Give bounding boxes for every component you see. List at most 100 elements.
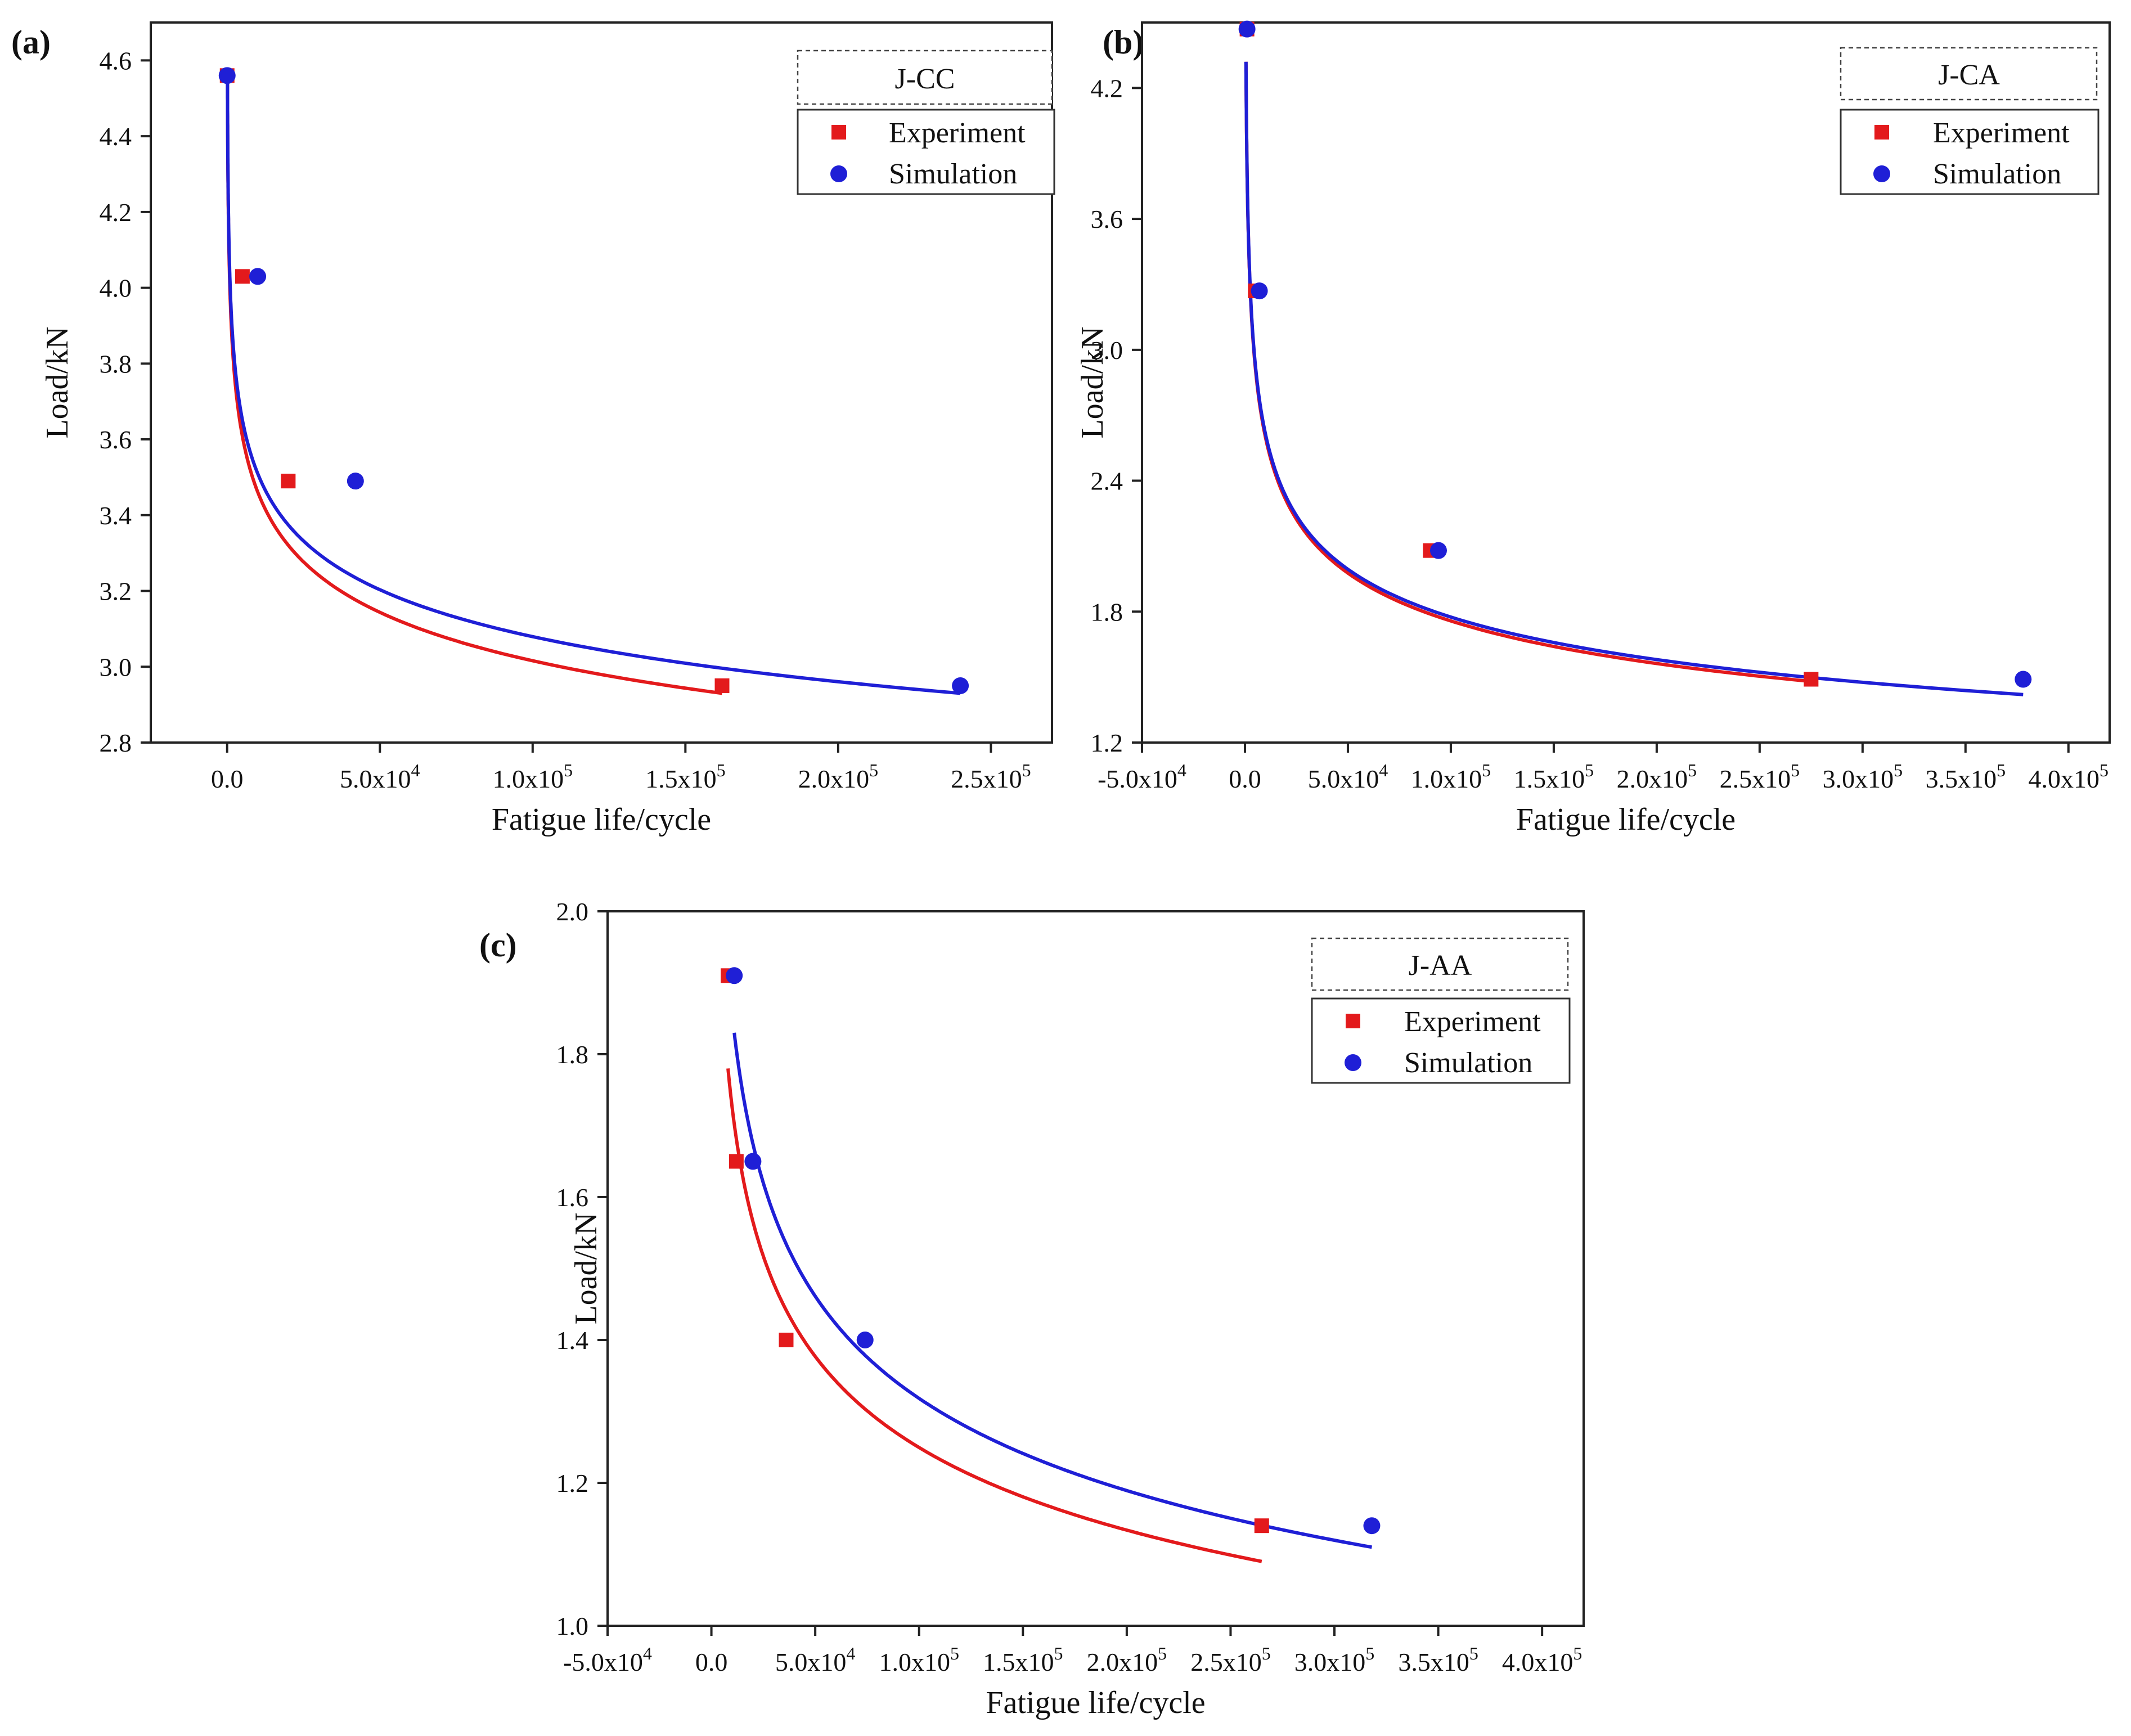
x-tick-label: 1.0x105 <box>879 1643 959 1676</box>
legend-experiment-marker-a <box>831 125 846 140</box>
x-tick-label: -5.0x104 <box>1098 760 1186 793</box>
x-tick-label: 3.5x105 <box>1398 1643 1478 1676</box>
y-tick-label: 3.6 <box>1091 205 1123 233</box>
experiment-point <box>714 678 730 693</box>
x-tick-label: 5.0x104 <box>1308 760 1388 793</box>
experiment-fit-curve <box>226 75 722 695</box>
x-tick-label: 1.0x105 <box>1411 760 1491 793</box>
y-tick-label: 4.2 <box>100 198 132 227</box>
legend-experiment-label-b: Experiment <box>1933 117 2070 149</box>
simulation-point <box>1251 282 1268 300</box>
x-tick-label: 3.0x105 <box>1823 760 1903 793</box>
y-tick-label: 1.0 <box>556 1612 589 1640</box>
chart-c-svg: (c) -5.0x104 0.0 5.0x104 1.0x105 1.5x105 2.0x… <box>479 897 1585 1720</box>
x-tick-label: 1.5x105 <box>1514 760 1594 793</box>
simulation-fit-curve <box>1244 61 2024 696</box>
legend-box-c <box>1311 997 1571 1084</box>
x-tick-label: 3.0x105 <box>1294 1643 1375 1676</box>
chart-b-svg: (b) -5.0x104 0.0 5.0x104 1.0x105 1.5x105 2.0x… <box>1075 20 2111 837</box>
y-tick-label: 4.6 <box>100 46 132 75</box>
plot-frame <box>606 910 1585 1627</box>
y-tick-label: 2.8 <box>100 728 132 757</box>
legend-simulation-marker-c <box>1345 1054 1361 1071</box>
x-tick-label: 3.5x105 <box>1926 760 2006 793</box>
x-tick-label: 5.0x104 <box>775 1643 856 1676</box>
y-axis-title: Load/kN <box>1075 326 1110 438</box>
plot-frame <box>1141 21 2111 744</box>
x-tick-label: 2.0x105 <box>1617 760 1697 793</box>
x-axis-title: Fatigue life/cycle <box>1516 802 1736 837</box>
legend-a: J-CC Experiment Simulation <box>797 50 1055 195</box>
panel-tag-a: (a) <box>11 24 51 61</box>
y-tick-label: 1.2 <box>1091 728 1123 757</box>
experiment-fit-curve <box>1244 61 1811 683</box>
x-axis-title: Fatigue life/cycle <box>492 802 711 837</box>
chart-a-svg: (a) 0.0 5.0x104 1.0x105 1.5x105 2.0x105 2.5x1… <box>11 21 1055 837</box>
experiment-point <box>1254 1518 1269 1533</box>
simulation-point <box>744 1153 762 1170</box>
y-tick-label: 1.8 <box>1091 597 1123 626</box>
x-tick-label: 5.0x104 <box>340 760 420 793</box>
x-tick-label: 2.0x105 <box>1087 1643 1167 1676</box>
y-axis-title: Load/kN <box>569 1212 604 1324</box>
simulation-point <box>218 67 236 84</box>
legend-title-b: J-CA <box>1938 59 2000 91</box>
chart-panel-c: (c) -5.0x104 0.0 5.0x104 1.0x105 1.5x105 2.0x… <box>461 878 1609 1736</box>
legend-title-box-a <box>797 50 1053 105</box>
x-tick-label: 1.5x105 <box>645 760 726 793</box>
x-tick-label: 0.0 <box>695 1648 728 1676</box>
experiment-point <box>779 1333 794 1347</box>
simulation-fit-curve <box>226 75 961 695</box>
simulation-point <box>347 473 364 490</box>
y-tick-label: 2.0 <box>556 897 589 926</box>
experiment-fit-curve <box>726 1068 1262 1563</box>
experiment-point <box>281 474 296 489</box>
experiment-point <box>1804 672 1819 687</box>
legend-simulation-label-a: Simulation <box>889 158 1017 190</box>
x-tick-label: 2.5x105 <box>1720 760 1800 793</box>
legend-c: J-AA Experiment Simulation <box>1311 937 1571 1084</box>
simulation-point <box>1363 1517 1381 1535</box>
simulation-point <box>952 677 969 694</box>
y-tick-label: 1.4 <box>556 1326 589 1355</box>
experiment-point <box>235 269 250 284</box>
y-tick-label: 3.8 <box>100 349 132 378</box>
y-tick-label: 1.2 <box>556 1469 589 1497</box>
legend-title-a: J-CC <box>895 63 955 95</box>
x-tick-label: 1.5x105 <box>983 1643 1063 1676</box>
y-tick-label: 3.0 <box>100 653 132 681</box>
chart-panel-a: (a) 0.0 5.0x104 1.0x105 1.5x105 2.0x105 2.5x1… <box>0 0 1069 866</box>
simulation-point <box>249 268 267 285</box>
x-axis-title: Fatigue life/cycle <box>986 1685 1205 1720</box>
simulation-point <box>726 967 743 984</box>
chart-panel-b: (b) -5.0x104 0.0 5.0x104 1.0x105 1.5x105 2.0x… <box>1069 0 2131 866</box>
legend-title-box-b <box>1840 47 2098 101</box>
legend-simulation-label-c: Simulation <box>1404 1047 1532 1079</box>
simulation-point <box>2015 671 2032 688</box>
simulation-point <box>1238 20 1256 38</box>
x-tick-label: -5.0x104 <box>563 1643 652 1676</box>
legend-b: J-CA Experiment Simulation <box>1840 47 2099 195</box>
x-tick-label: 2.0x105 <box>798 760 879 793</box>
x-tick-label: 0.0 <box>1229 764 1261 793</box>
legend-experiment-marker-c <box>1346 1014 1360 1028</box>
y-tick-label: 4.2 <box>1091 74 1123 102</box>
simulation-fit-curve <box>732 1032 1373 1549</box>
x-tick-label: 2.5x105 <box>951 760 1031 793</box>
y-tick-label: 4.4 <box>100 122 132 151</box>
y-axis-title: Load/kN <box>40 326 75 438</box>
simulation-point <box>856 1332 874 1348</box>
y-tick-label: 2.4 <box>1091 467 1123 496</box>
simulation-point <box>1429 542 1447 559</box>
x-tick-label: 2.5x105 <box>1190 1643 1271 1676</box>
legend-simulation-marker-b <box>1873 165 1890 182</box>
legend-title-box-c <box>1311 937 1569 991</box>
legend-experiment-label-a: Experiment <box>889 117 1026 149</box>
y-tick-label: 3.0 <box>1091 336 1123 365</box>
experiment-point <box>729 1154 744 1169</box>
y-tick-label: 1.6 <box>556 1183 589 1212</box>
x-tick-label: 0.0 <box>211 764 244 793</box>
y-tick-label: 3.6 <box>100 425 132 454</box>
x-tick-label: 4.0x105 <box>1502 1643 1582 1676</box>
legend-experiment-marker-b <box>1874 125 1889 140</box>
